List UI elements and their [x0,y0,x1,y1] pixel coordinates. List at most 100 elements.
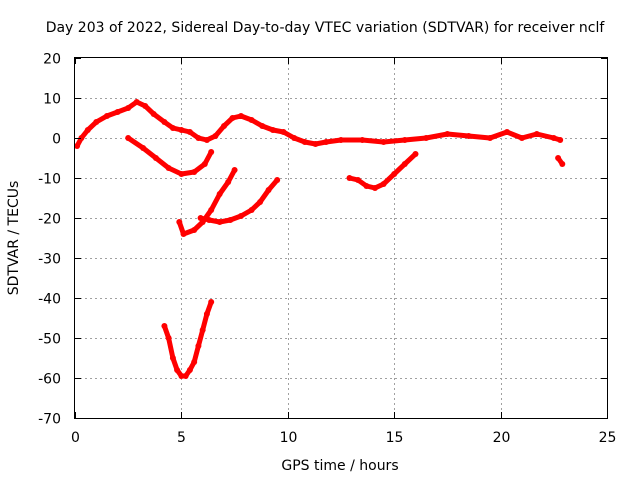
data-point [401,137,408,143]
data-point [504,129,510,135]
data-series-group [74,99,566,379]
data-point [216,219,223,225]
data-point [280,129,287,135]
data-point [225,179,232,185]
data-point [195,343,202,349]
x-tick-label: 0 [71,430,80,446]
data-point [380,139,387,145]
data-point [555,155,562,161]
series-track-afternoon-dip [125,135,215,177]
data-point [178,171,185,177]
series-track-rise-1 [176,167,238,237]
data-point [176,219,183,225]
series-track-falling-short [555,155,566,167]
x-tick-label: 15 [386,430,404,446]
data-point [212,133,219,139]
series-line [176,167,238,237]
y-tick-label: 20 [43,52,61,68]
x-tick-label: 10 [280,430,298,446]
y-axis-label: SDTVAR / TECUs [6,181,22,296]
data-point [186,367,193,373]
data-point [182,373,189,379]
axis-ticks: 0 5 10 15 20 25 20 10 0 -10 -20 -30 -40 -50 -60 -70 [38,52,616,447]
y-tick-label: -10 [38,172,61,188]
y-tick-label: 0 [52,132,61,148]
data-point [338,137,344,143]
data-point [391,171,398,177]
data-point [518,135,525,141]
data-point [533,131,540,137]
x-tick-label: 5 [177,430,186,446]
data-point [229,115,236,121]
data-point [259,123,266,129]
series-track-evening-dip [346,151,419,191]
data-point [355,177,361,183]
y-tick-label: -20 [38,212,61,228]
data-point [423,135,430,141]
data-point [195,135,202,141]
data-point [78,135,85,141]
data-point [203,311,210,317]
data-point [191,227,198,233]
data-point [227,217,234,223]
data-point [274,177,281,183]
data-point [559,161,566,167]
data-point [208,207,215,213]
data-point [103,113,110,119]
data-point [216,191,223,197]
data-point [178,127,185,133]
y-tick-label: -60 [38,372,61,388]
data-point [203,137,210,143]
y-tick-label: -40 [38,292,61,308]
data-point [269,127,276,133]
data-point [201,161,208,167]
series-track-rise-2 [197,177,281,225]
data-point [84,127,91,133]
data-point [346,175,353,181]
y-tick-label: -70 [38,412,61,428]
data-point [180,231,187,237]
data-point [221,123,227,129]
x-tick-label: 25 [599,430,617,446]
data-point [301,139,308,145]
data-point [550,135,557,141]
data-point [125,135,132,141]
data-point [199,327,206,333]
data-point [150,111,157,117]
data-point [557,137,564,143]
chart-title: Day 203 of 2022, Sidereal Day-to-day VTE… [46,20,606,36]
y-tick-label: -30 [38,252,61,268]
data-point [291,135,298,141]
plot-frame [74,57,608,419]
data-point [444,131,451,137]
data-point [265,187,272,193]
data-point [186,129,193,135]
data-point [323,139,330,145]
data-point [206,217,213,223]
data-point [165,335,172,341]
data-point [125,105,132,111]
data-point [161,119,168,125]
series-track-main [74,99,564,149]
data-point [380,181,387,187]
series-track-deep-v [161,299,215,379]
data-point [191,359,198,365]
data-point [372,185,378,191]
data-point [161,323,168,329]
data-point [312,141,319,147]
y-tick-label: -50 [38,332,61,348]
x-axis-label: GPS time / hours [281,458,398,474]
data-point [231,167,238,173]
data-point [401,161,408,167]
data-point [93,119,100,125]
data-point [133,99,140,105]
data-point [208,299,215,305]
data-point [197,215,204,221]
data-point [169,125,176,131]
data-point [142,103,149,109]
data-point [169,355,176,361]
data-point [174,367,181,373]
data-point [191,169,198,175]
data-point [140,145,147,151]
